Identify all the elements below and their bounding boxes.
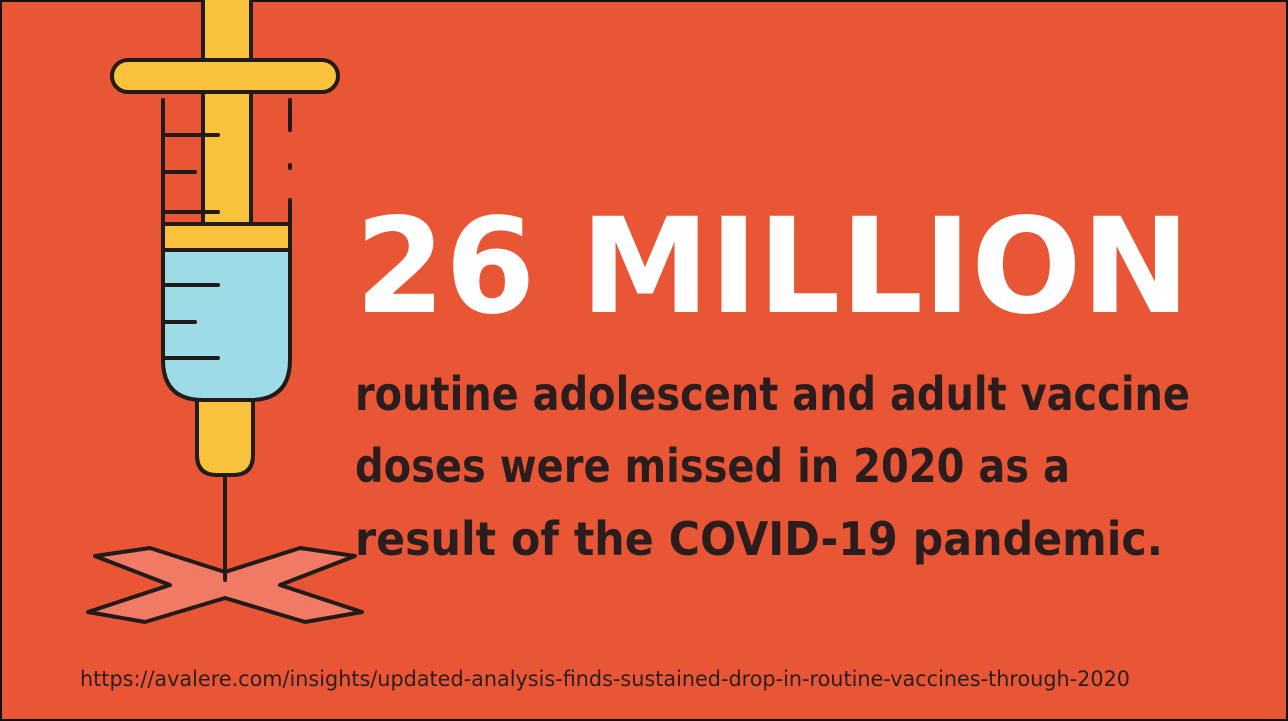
plunger-handle: [110, 58, 340, 94]
stopper: [161, 222, 292, 252]
syringe-illustration: [86, 0, 364, 624]
headline: 26 MILLION: [355, 190, 1190, 344]
body-line: routine adolescent and adult vaccine: [355, 367, 1190, 421]
bandage: [86, 546, 364, 624]
plunger-rod: [201, 0, 253, 237]
body-line: doses were missed in 2020 as a: [355, 439, 1070, 493]
liquid: [161, 248, 292, 402]
source-url: https://avalere.com/insights/updated-ana…: [80, 667, 1130, 691]
body-line: result of the COVID-19 pandemic.: [355, 512, 1163, 566]
hub: [195, 388, 255, 477]
